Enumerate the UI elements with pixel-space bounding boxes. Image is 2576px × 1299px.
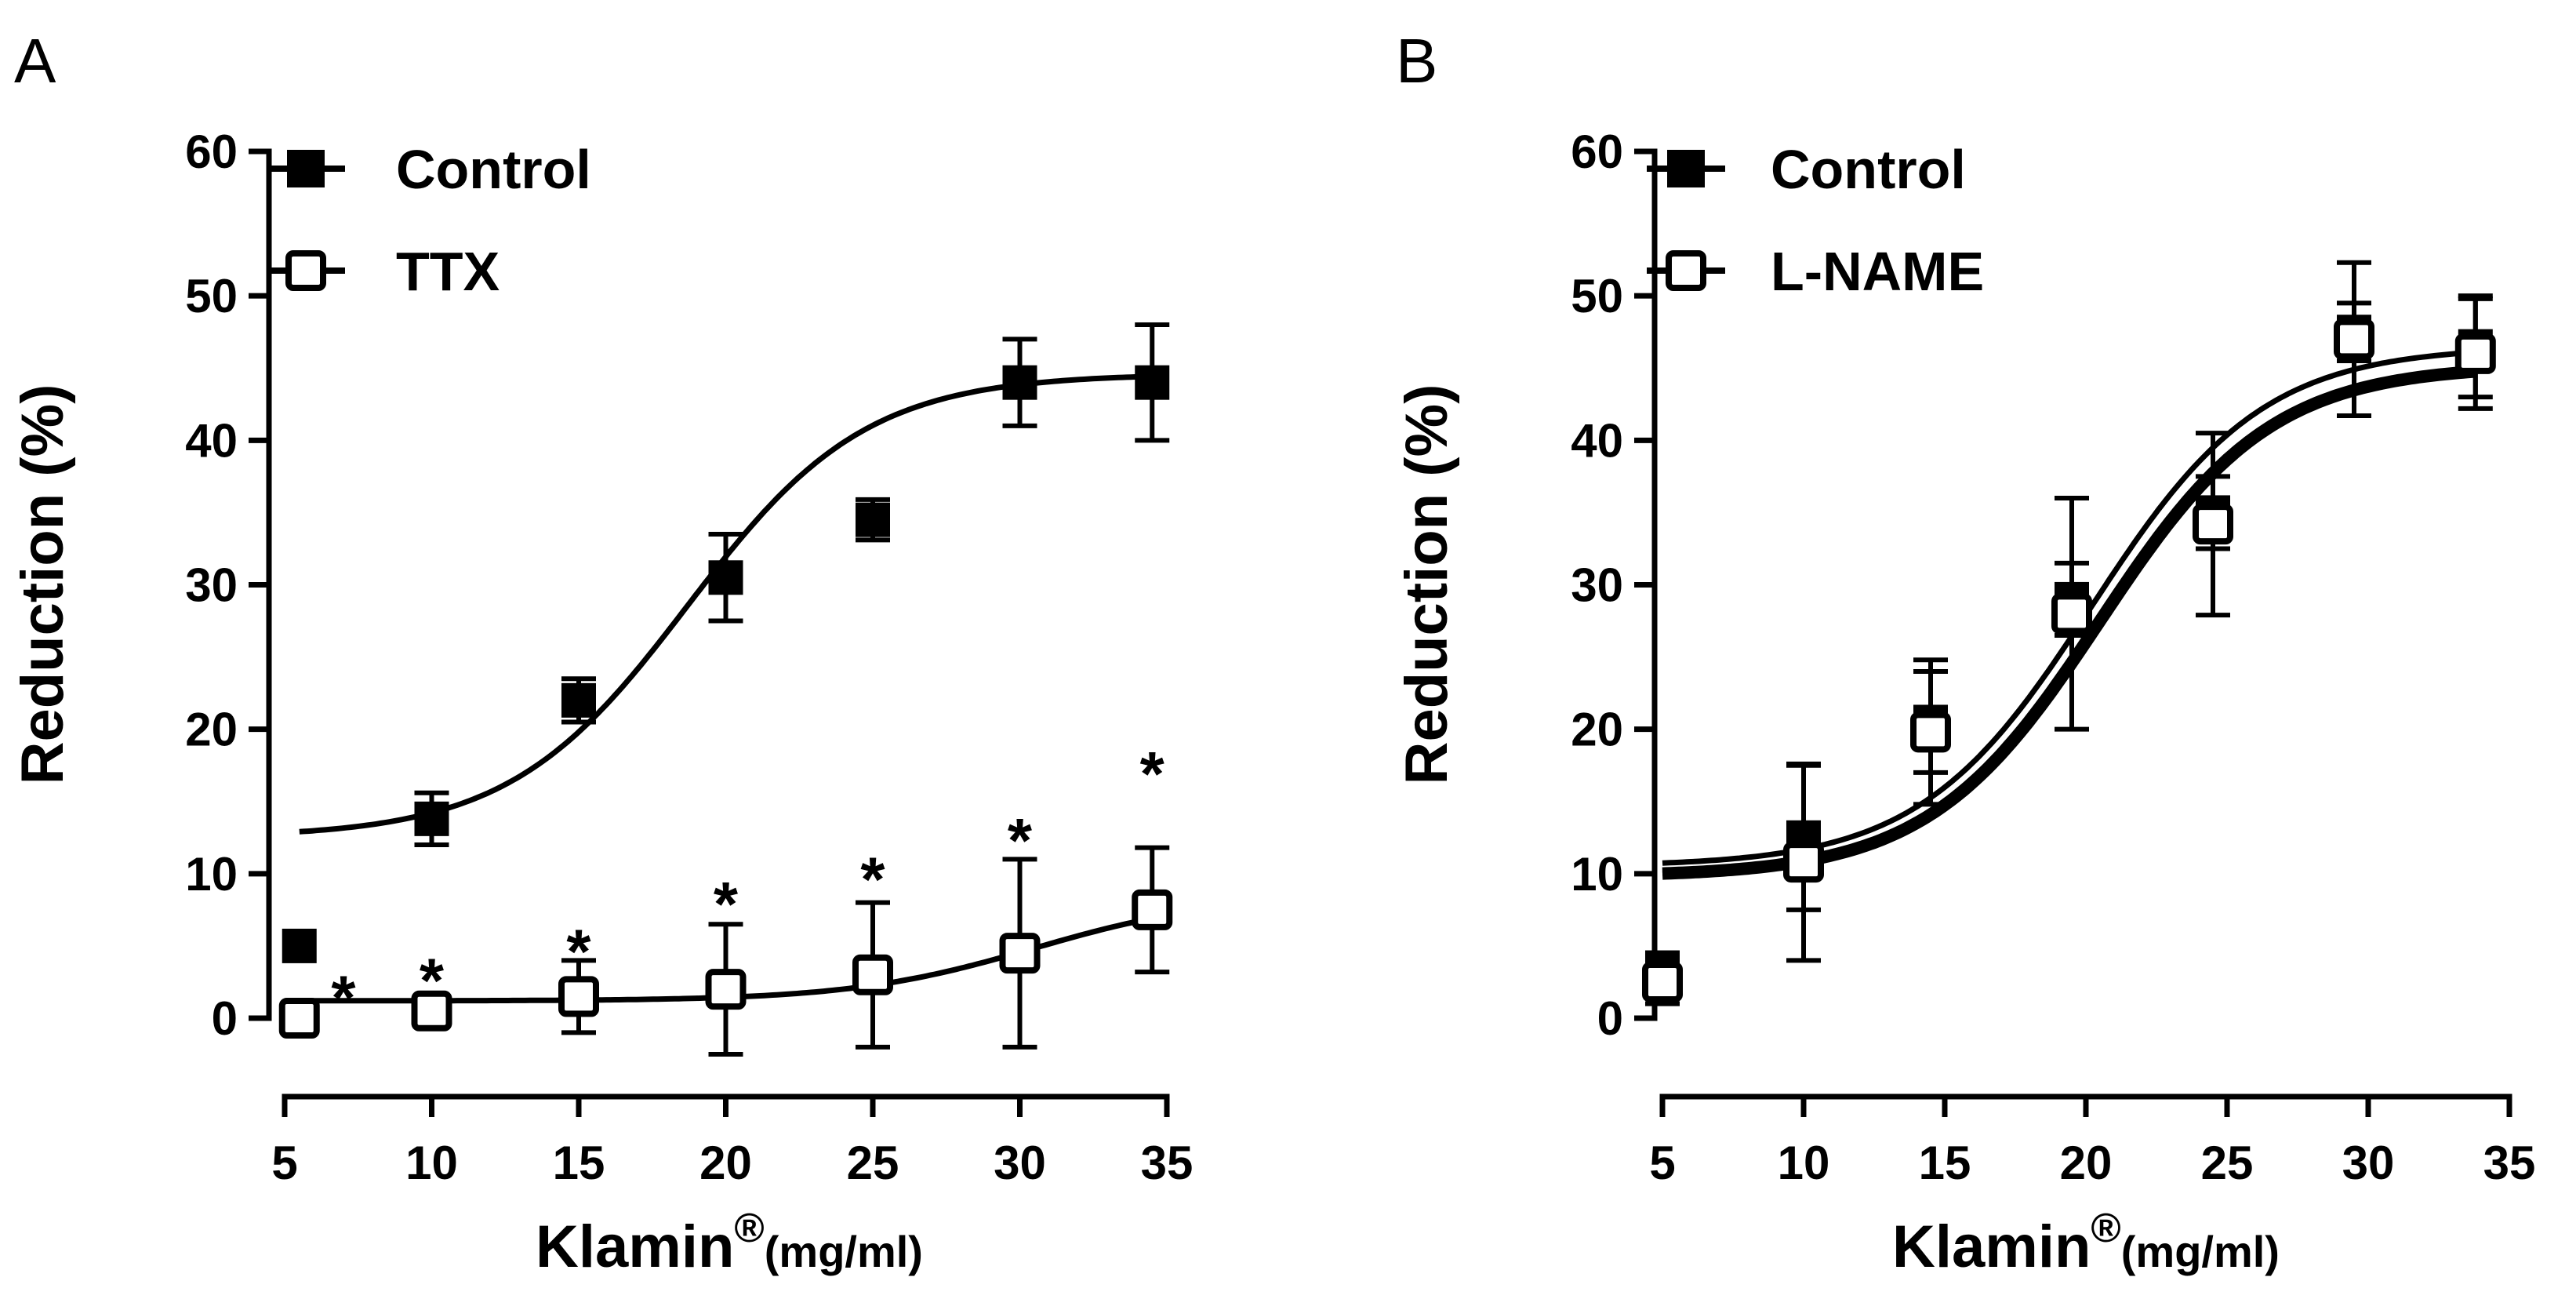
data-point-control (282, 928, 317, 963)
data-point-ttx (411, 990, 452, 1032)
data-point-ttx (999, 933, 1041, 974)
y-tick-label: 40 (185, 414, 238, 467)
significance-marker: * (1140, 739, 1165, 809)
x-tick-label: 25 (2201, 1137, 2254, 1189)
x-axis-label: Klamin®(mg/ml) (1892, 1206, 2280, 1280)
significance-marker: * (860, 845, 885, 915)
data-point-ttx (705, 969, 747, 1010)
panel-label: B (1396, 26, 1437, 96)
x-tick-label: 10 (405, 1137, 458, 1189)
data-point-l-name (1910, 711, 1951, 753)
x-tick-label: 35 (1141, 1137, 1194, 1189)
data-point-control (561, 682, 596, 718)
data-point-l-name (2193, 504, 2233, 545)
legend-label: Control (396, 139, 591, 200)
legend-label: L-NAME (1771, 241, 1984, 302)
x-tick-label: 15 (1919, 1137, 1971, 1189)
panel-a: A 0 10 20 30 40 50 60 5 10 15 20 25 30 35 Reduction (%)… (9, 26, 1193, 1280)
data-point-ttx (558, 976, 599, 1017)
significance-marker: * (420, 946, 445, 1016)
x-axis-label-main: Klamin (536, 1213, 734, 1280)
y-tick-label: 60 (185, 126, 238, 178)
x-axis-label-unit: (mg/ml) (765, 1227, 923, 1276)
x-tick-label: 5 (271, 1137, 297, 1189)
significance-marker: * (714, 869, 739, 939)
legend-entry-control: Control (267, 139, 591, 200)
y-tick-label: 10 (185, 848, 238, 901)
x-axis-label-superscript: ® (734, 1206, 764, 1251)
x-tick-label: 10 (1778, 1137, 1830, 1189)
legend-marker-filled-square (1667, 150, 1705, 187)
legend-label: TTX (396, 241, 500, 302)
x-tick-label: 15 (553, 1137, 605, 1189)
x-tick-label: 20 (2060, 1137, 2113, 1189)
y-tick-label: 40 (1571, 414, 1623, 467)
panel-label: A (14, 26, 56, 96)
y-tick-label: 10 (1571, 848, 1623, 901)
data-point-l-name (2051, 593, 2092, 635)
legend-marker-open-square (1666, 250, 1706, 291)
y-tick-label: 20 (185, 704, 238, 756)
data-point-ttx (852, 954, 893, 995)
significance-marker: * (566, 917, 591, 987)
y-tick-label: 50 (185, 270, 238, 322)
legend-entry-control: Control (1647, 139, 1966, 200)
x-axis-label-superscript: ® (2091, 1206, 2120, 1251)
data-point-l-name (2454, 333, 2496, 374)
y-tick-label: 60 (1571, 126, 1623, 178)
x-tick-label: 30 (2342, 1137, 2395, 1189)
x-tick-label: 30 (994, 1137, 1046, 1189)
x-tick-label: 35 (2483, 1137, 2536, 1189)
y-tick-label: 0 (1597, 992, 1623, 1045)
x-tick-label: 20 (699, 1137, 752, 1189)
data-point-l-name (2334, 318, 2374, 360)
panel-b: B 0 10 20 30 40 50 60 5 10 15 20 25 30 35 Reduction (%)… (1393, 26, 2535, 1280)
data-point-control (1135, 365, 1170, 400)
data-point-control (856, 502, 890, 537)
data-point-l-name (1783, 842, 1824, 883)
significance-marker: * (1008, 806, 1033, 875)
y-tick-label: 30 (1571, 559, 1623, 612)
legend-marker-open-square (285, 250, 326, 291)
y-axis-label: Reduction (%) (1393, 384, 1460, 785)
data-point-ttx (1132, 889, 1173, 930)
legend-entry-l-name: L-NAME (1647, 241, 1984, 302)
data-point-control (414, 801, 449, 836)
x-tick-label: 25 (847, 1137, 899, 1189)
legend-entry-ttx: TTX (267, 241, 500, 302)
data-point-control (708, 560, 743, 595)
y-tick-label: 30 (185, 559, 238, 612)
x-tick-label: 5 (1649, 1137, 1675, 1189)
y-tick-label: 20 (1571, 704, 1623, 756)
data-point-ttx (278, 998, 320, 1039)
significance-marker: * (331, 963, 356, 1033)
legend-label: Control (1771, 139, 1966, 200)
legend-marker-filled-square (287, 150, 325, 187)
y-tick-label: 0 (212, 992, 238, 1045)
data-point-l-name (1642, 961, 1683, 1002)
data-point-control (1002, 365, 1037, 400)
x-axis-label-main: Klamin (1892, 1213, 2091, 1280)
x-axis-label: Klamin®(mg/ml) (536, 1206, 923, 1280)
x-axis-label-unit: (mg/ml) (2121, 1227, 2280, 1276)
y-tick-label: 50 (1571, 270, 1623, 322)
y-axis-label: Reduction (%) (9, 384, 76, 785)
